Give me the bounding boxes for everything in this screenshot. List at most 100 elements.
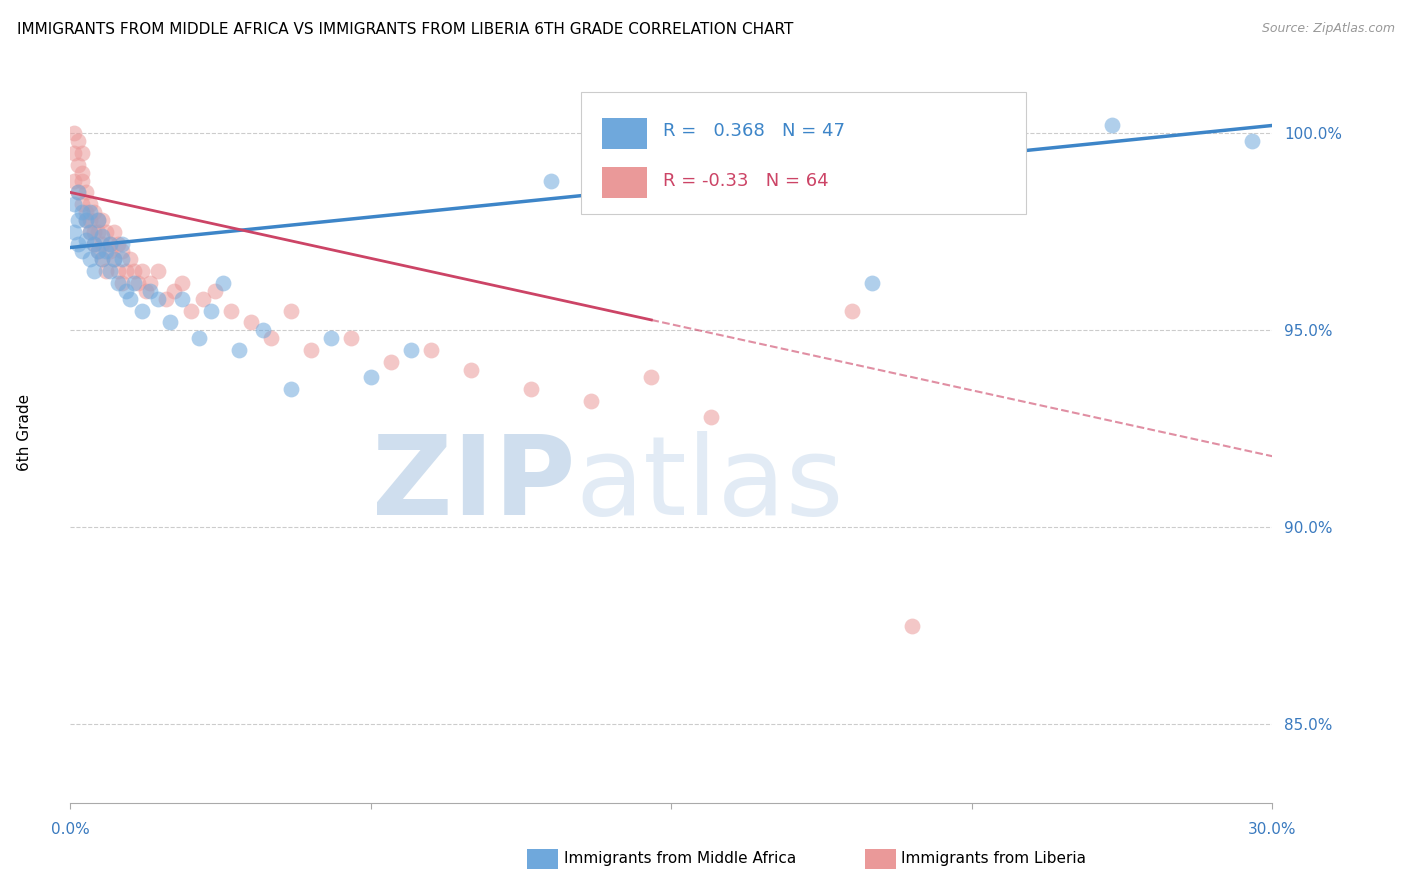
Point (83, 264, 105, 278)
Point (67, 213, 90, 227)
Point (252, 323, 274, 337)
Point (91, 252, 114, 267)
Point (72, 166, 94, 180)
Point (139, 284, 162, 298)
Point (91, 228, 114, 243)
Point (163, 284, 186, 298)
Point (96, 244, 118, 259)
Point (79, 252, 101, 267)
Point (115, 264, 138, 278)
Point (98, 236, 122, 251)
Point (120, 252, 142, 267)
Point (87, 213, 110, 227)
Point (581, 394, 603, 409)
Point (98, 264, 122, 278)
Point (107, 276, 129, 290)
Point (111, 236, 134, 251)
Text: R = -0.33   N = 64: R = -0.33 N = 64 (664, 172, 828, 190)
Point (67, 186, 90, 200)
Point (63, 173, 86, 187)
Point (83, 225, 105, 239)
Point (107, 236, 129, 251)
Point (124, 264, 146, 278)
Point (187, 331, 209, 345)
FancyBboxPatch shape (581, 92, 1026, 214)
Point (107, 264, 129, 278)
Point (103, 225, 125, 239)
Point (79, 205, 101, 219)
Point (139, 276, 162, 290)
Point (75, 213, 97, 227)
Point (63, 126, 86, 140)
Point (127, 276, 149, 290)
Point (260, 331, 283, 345)
Point (340, 331, 363, 345)
Point (79, 213, 101, 227)
Text: 0.0%: 0.0% (51, 822, 90, 838)
Point (148, 264, 170, 278)
Point (120, 292, 142, 306)
Point (103, 252, 125, 267)
Point (111, 244, 134, 259)
Point (98, 236, 122, 251)
Point (75, 213, 97, 227)
Point (280, 303, 302, 318)
Point (91, 236, 114, 251)
Point (87, 213, 110, 227)
Point (901, 618, 924, 632)
Point (131, 303, 153, 318)
Point (67, 236, 90, 251)
Point (63, 197, 86, 211)
Point (841, 303, 863, 318)
Point (700, 409, 723, 424)
Text: Source: ZipAtlas.com: Source: ZipAtlas.com (1261, 22, 1395, 36)
Point (75, 233, 97, 247)
Text: 6th Grade: 6th Grade (17, 394, 32, 471)
Point (67, 186, 90, 200)
Point (155, 292, 177, 306)
Point (319, 331, 342, 345)
Point (159, 315, 181, 329)
Point (75, 186, 97, 200)
Point (172, 276, 194, 290)
Point (640, 370, 662, 384)
Point (91, 252, 114, 267)
Point (67, 134, 90, 148)
Point (79, 197, 101, 211)
Point (1101, 119, 1123, 133)
Point (91, 213, 114, 227)
Point (96, 225, 118, 239)
Point (520, 382, 543, 396)
Point (111, 252, 134, 267)
Point (75, 205, 97, 219)
Point (460, 362, 482, 376)
Point (299, 343, 322, 357)
Point (115, 284, 138, 298)
Point (172, 292, 194, 306)
Point (135, 284, 157, 298)
Point (63, 225, 86, 239)
Bar (602, 167, 647, 198)
Point (191, 292, 214, 306)
Point (211, 276, 233, 290)
Point (87, 244, 110, 259)
Text: R =   0.368   N = 47: R = 0.368 N = 47 (664, 122, 845, 140)
Point (124, 276, 146, 290)
Point (204, 284, 226, 298)
Point (72, 173, 94, 187)
Point (72, 146, 94, 161)
Point (98, 244, 122, 259)
Text: Immigrants from Liberia: Immigrants from Liberia (901, 852, 1087, 866)
Point (700, 166, 723, 180)
Point (72, 197, 94, 211)
Point (96, 264, 118, 278)
Text: atlas: atlas (575, 431, 844, 538)
Bar (602, 118, 647, 149)
Text: 30.0%: 30.0% (1249, 822, 1296, 838)
Point (67, 158, 90, 172)
Point (399, 343, 422, 357)
Point (87, 244, 110, 259)
Point (540, 173, 562, 187)
Point (79, 225, 101, 239)
Point (360, 370, 382, 384)
